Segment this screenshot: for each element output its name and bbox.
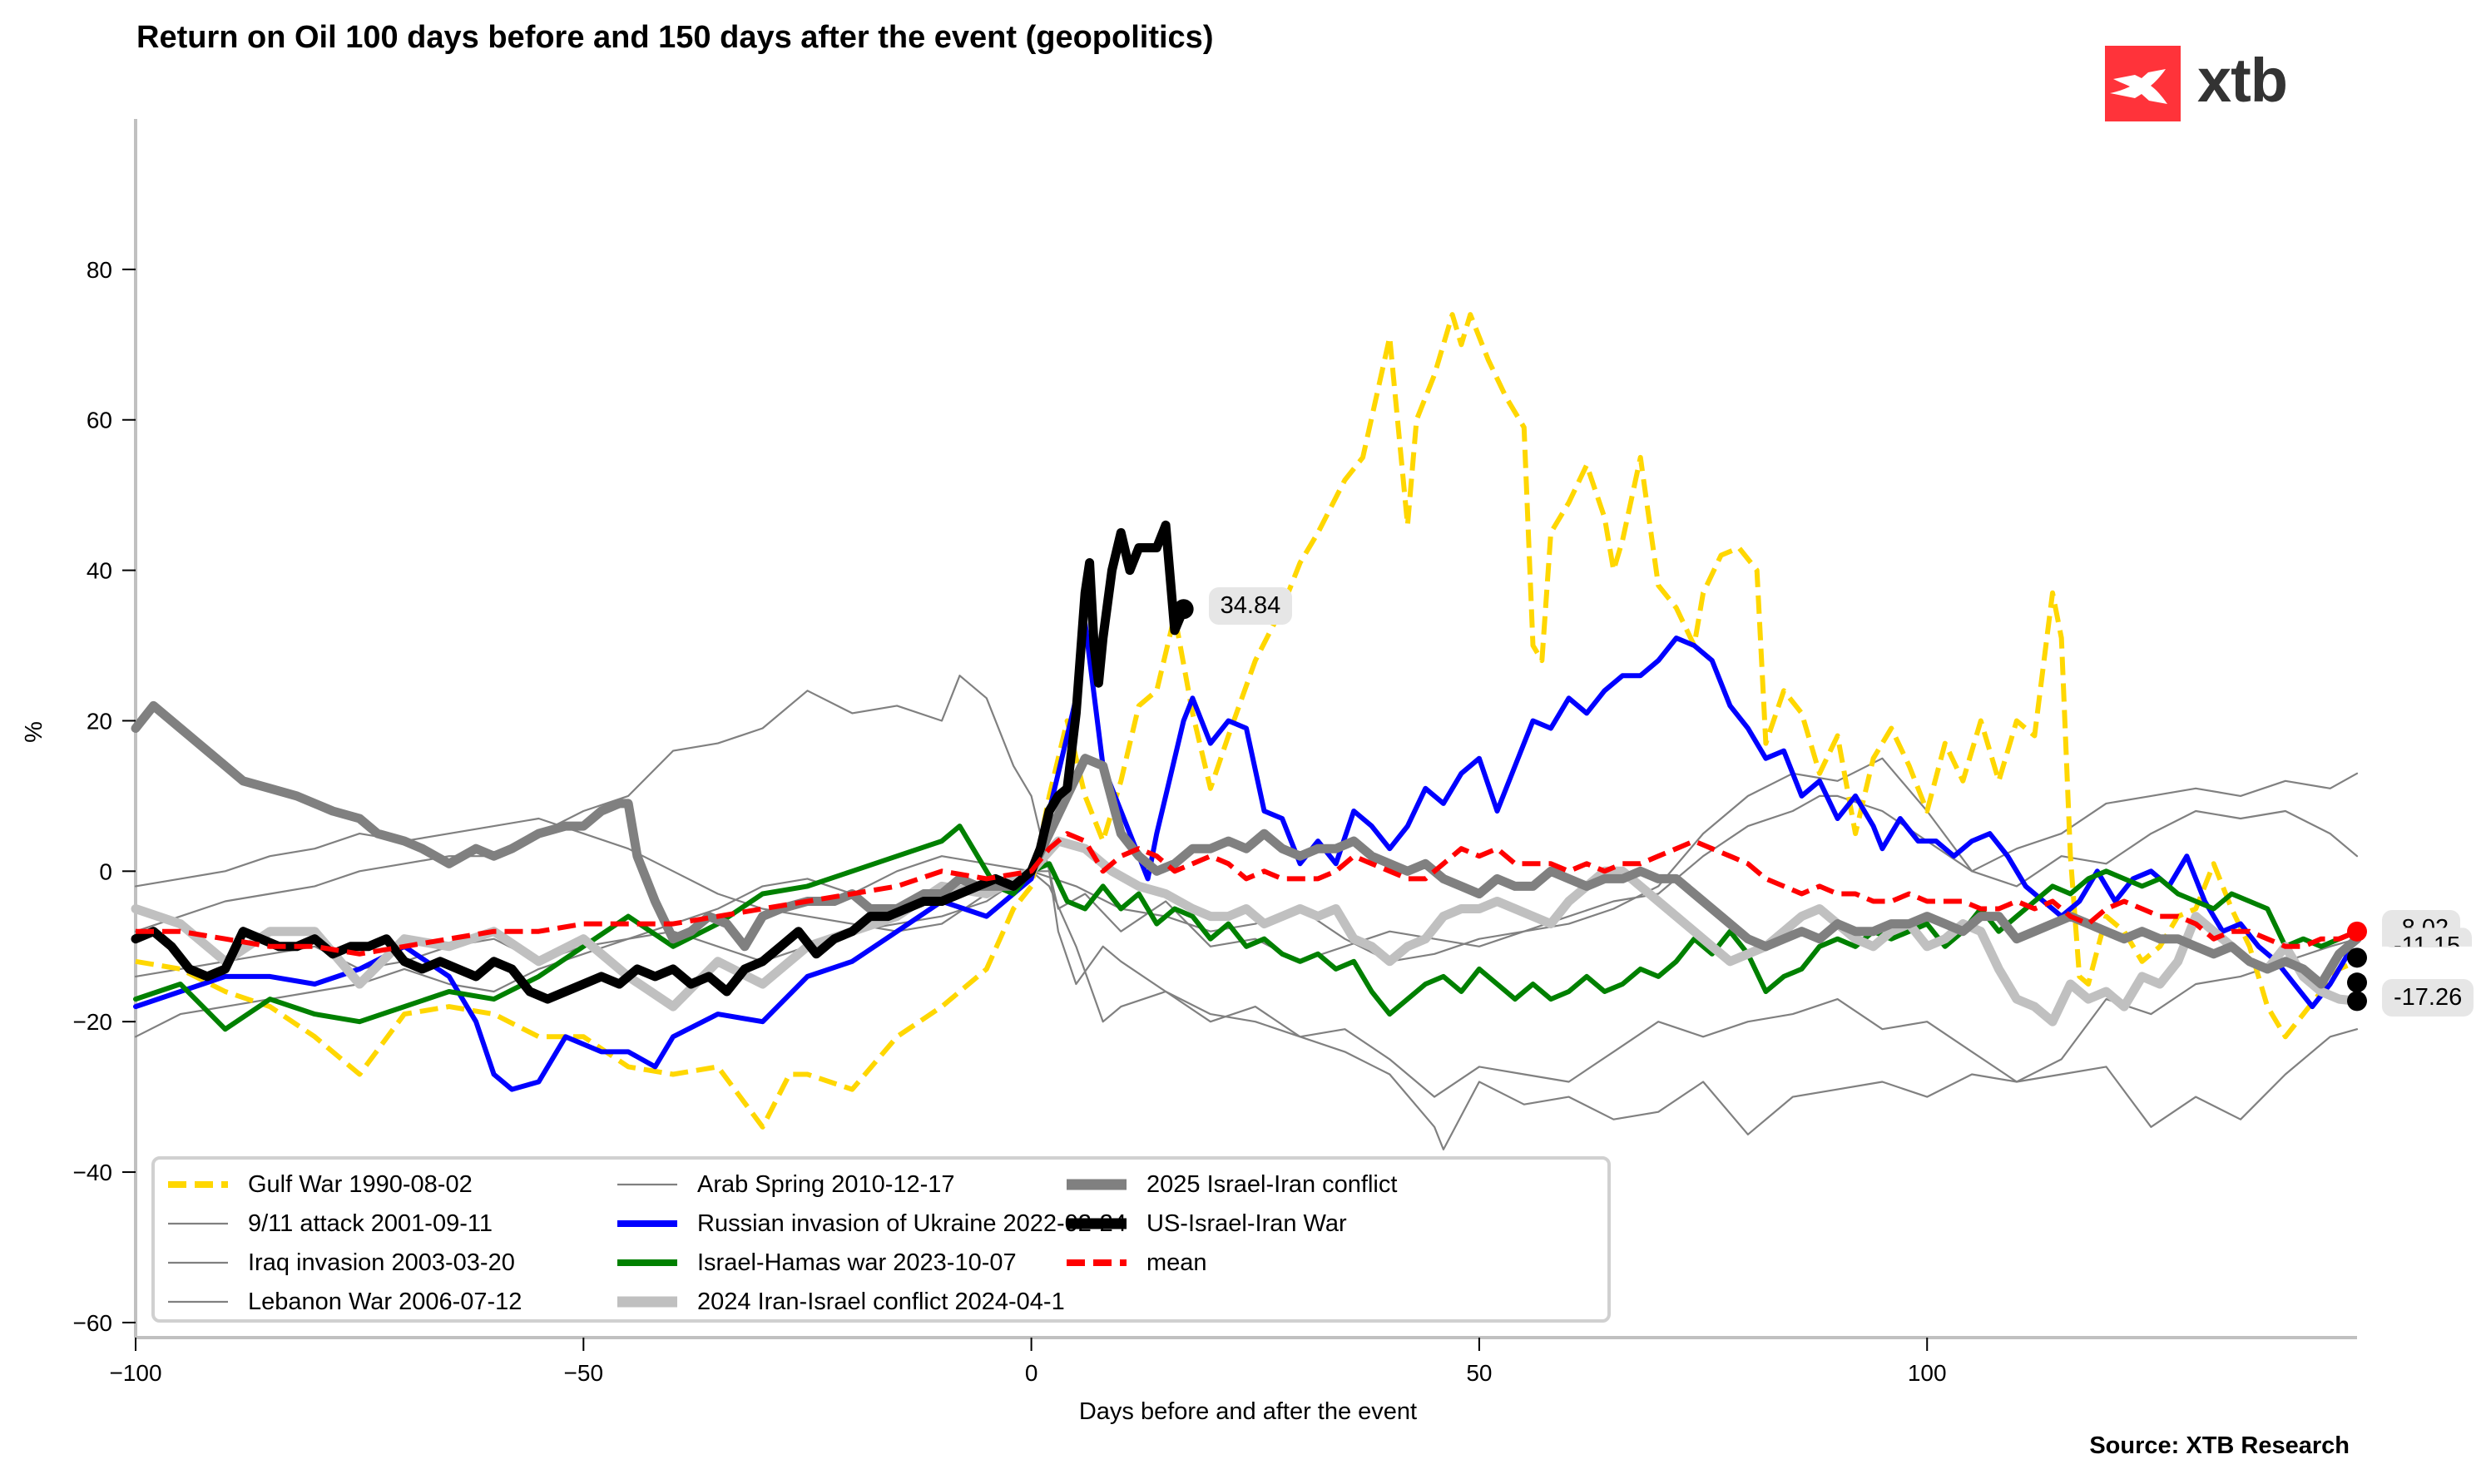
legend-item: 2025 Israel-Iran conflict — [1063, 1168, 1397, 1201]
end-marker — [2347, 991, 2367, 1012]
series-line-2025-israel-iran-conflict — [131, 700, 2362, 989]
legend-label: Lebanon War 2006-07-12 — [248, 1288, 522, 1315]
y-tick-label: 20 — [87, 708, 112, 734]
x-tick-label: −100 — [109, 1360, 161, 1386]
legend-swatch — [1067, 1218, 1127, 1229]
series-line-mean — [136, 831, 2359, 957]
legend-label: mean — [1146, 1249, 1207, 1276]
legend-item: Russian invasion of Ukraine 2022-02-24 — [614, 1207, 1127, 1240]
source-note: Source: XTB Research — [2089, 1432, 2350, 1459]
legend-item: mean — [1063, 1246, 1207, 1279]
y-tick-label: −60 — [73, 1310, 113, 1336]
legend-swatch — [168, 1300, 228, 1303]
legend-swatch — [1067, 1259, 1127, 1266]
legend-label: Iraq invasion 2003-03-20 — [248, 1249, 515, 1276]
legend: Gulf War 1990-08-02 9/11 attack 2001-09-1… — [151, 1156, 1611, 1323]
end-marker — [2347, 972, 2367, 993]
series-line-gulf-war-1990-08-02 — [135, 312, 2359, 1130]
end-marker — [2347, 947, 2367, 968]
legend-swatch — [1067, 1179, 1127, 1190]
y-tick-label: 40 — [87, 558, 112, 584]
end-marker — [2347, 921, 2367, 942]
legend-label: 9/11 attack 2001-09-11 — [248, 1209, 493, 1237]
series-line-2024-iran-israel-conflict-2024-04-1 — [131, 836, 2362, 1026]
legend-label: 2025 Israel-Iran conflict — [1146, 1170, 1398, 1198]
legend-swatch — [617, 1259, 677, 1266]
series-line-9-11-attack-2001-09-11 — [134, 817, 2359, 1098]
x-tick-label: −50 — [564, 1360, 604, 1386]
y-tick-label: −40 — [73, 1160, 113, 1185]
xtb-logo: xtb — [2105, 45, 2288, 121]
y-tick-label: 80 — [87, 257, 112, 283]
legend-swatch — [617, 1296, 677, 1308]
legend-label: Russian invasion of Ukraine 2022-02-24 — [697, 1209, 1127, 1237]
series-line-arab-spring-2010-12-17 — [134, 675, 2359, 962]
legend-item: Israel-Hamas war 2023-10-07 — [614, 1246, 1017, 1279]
legend-label: Israel-Hamas war 2023-10-07 — [697, 1249, 1017, 1276]
series-line-israel-hamas-war-2023-10-07 — [133, 824, 2360, 1032]
legend-item: Gulf War 1990-08-02 — [165, 1168, 473, 1201]
series-lines — [131, 312, 2362, 1150]
legend-item: 2024 Iran-Israel conflict 2024-04-1 — [614, 1285, 1065, 1318]
end-value-label: 34.84 — [1208, 587, 1293, 626]
end-markers — [1173, 599, 2367, 1012]
legend-label: Gulf War 1990-08-02 — [248, 1170, 473, 1198]
series-line-us-israel-iran-war — [131, 520, 1189, 1004]
x-tick-label: 50 — [1466, 1360, 1492, 1386]
legend-swatch — [617, 1220, 677, 1227]
y-tick-label: −20 — [73, 1009, 113, 1035]
end-value-label: -11.15 — [2382, 928, 2473, 947]
xtb-logo-text: xtb — [2197, 45, 2288, 115]
x-axis-label: Days before and after the event — [1079, 1398, 1417, 1425]
x-tick-label: 0 — [1025, 1360, 1038, 1386]
y-axis-label: % — [21, 721, 47, 743]
legend-swatch — [168, 1181, 228, 1188]
legend-item: Lebanon War 2006-07-12 — [165, 1285, 522, 1318]
legend-label: 2024 Iran-Israel conflict 2024-04-1 — [697, 1288, 1065, 1315]
legend-label: US-Israel-Iran War — [1146, 1209, 1347, 1237]
legend-item: Iraq invasion 2003-03-20 — [165, 1246, 515, 1279]
end-marker — [1173, 599, 1194, 620]
legend-swatch — [617, 1183, 677, 1186]
y-tick-label: 0 — [99, 858, 112, 884]
y-tick-label: 60 — [87, 408, 112, 433]
xtb-logo-mark-icon — [2105, 46, 2181, 121]
chart-title: Return on Oil 100 days before and 150 da… — [136, 20, 1214, 55]
legend-label: Arab Spring 2010-12-17 — [697, 1170, 955, 1198]
end-value-label: -17.26 — [2382, 979, 2474, 1017]
legend-item: 9/11 attack 2001-09-11 — [165, 1207, 493, 1240]
legend-swatch — [168, 1222, 228, 1225]
series-line-lebanon-war-2006-07-12 — [134, 757, 2359, 1038]
legend-item: Arab Spring 2010-12-17 — [614, 1168, 955, 1201]
x-tick-label: 100 — [1908, 1360, 1947, 1386]
legend-item: US-Israel-Iran War — [1063, 1207, 1347, 1240]
legend-swatch — [168, 1261, 228, 1264]
